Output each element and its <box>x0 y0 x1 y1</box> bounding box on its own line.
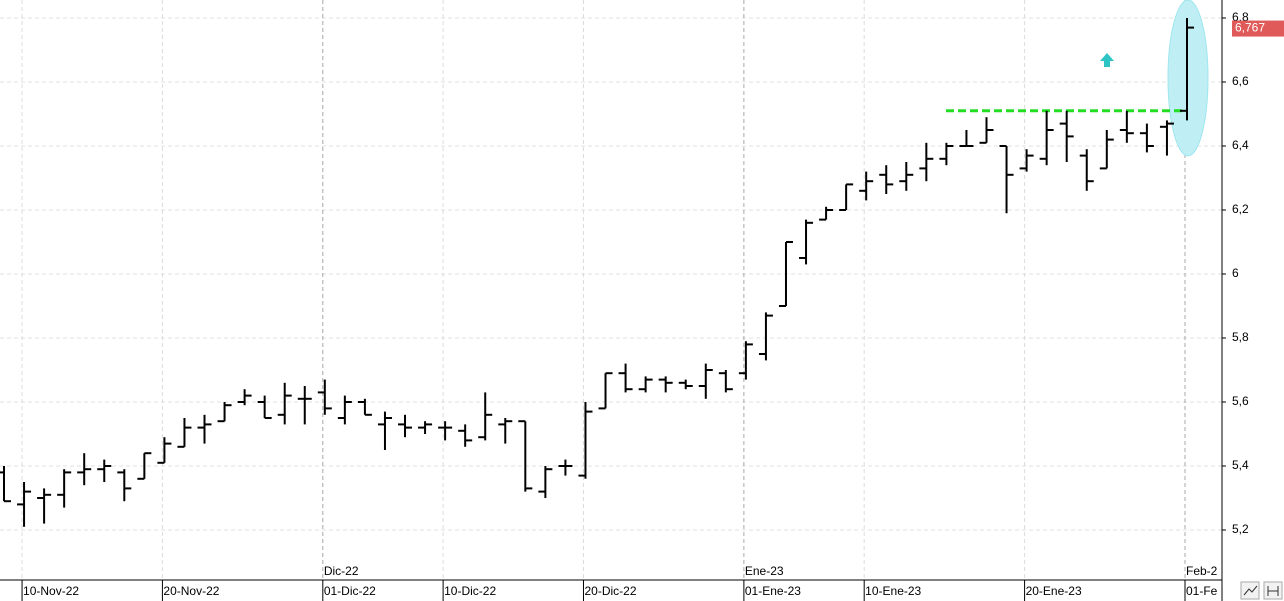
y-tick-label: 5,4 <box>1232 458 1249 472</box>
x-tick-label: 01-Fe <box>1186 584 1218 598</box>
x-tick-label: 10-Dic-22 <box>444 584 496 598</box>
x-tick-label: 20-Nov-22 <box>163 584 219 598</box>
y-tick-label: 5,6 <box>1232 394 1249 408</box>
month-label: Feb-2 <box>1186 564 1218 578</box>
x-tick-label: 10-Ene-23 <box>865 584 921 598</box>
y-tick-label: 6,4 <box>1232 138 1249 152</box>
y-tick-label: 6 <box>1232 266 1239 280</box>
up-arrow <box>1100 53 1114 67</box>
last-price-badge <box>1232 20 1284 37</box>
month-label: Dic-22 <box>324 564 359 578</box>
last-price-label: 6,767 <box>1235 21 1265 35</box>
x-tick-label: 10-Nov-22 <box>23 584 79 598</box>
x-tick-label: 20-Ene-23 <box>1026 584 1082 598</box>
icon-glyph <box>1243 585 1258 596</box>
icon-glyph <box>1267 586 1279 596</box>
month-label: Ene-23 <box>745 564 784 578</box>
y-tick-label: 5,8 <box>1232 330 1249 344</box>
x-tick-label: 01-Ene-23 <box>745 584 801 598</box>
y-tick-label: 5,2 <box>1232 522 1249 536</box>
x-tick-label: 01-Dic-22 <box>324 584 376 598</box>
x-tick-label: 20-Dic-22 <box>584 584 636 598</box>
y-tick-label: 6,6 <box>1232 74 1249 88</box>
y-tick-label: 6,2 <box>1232 202 1249 216</box>
